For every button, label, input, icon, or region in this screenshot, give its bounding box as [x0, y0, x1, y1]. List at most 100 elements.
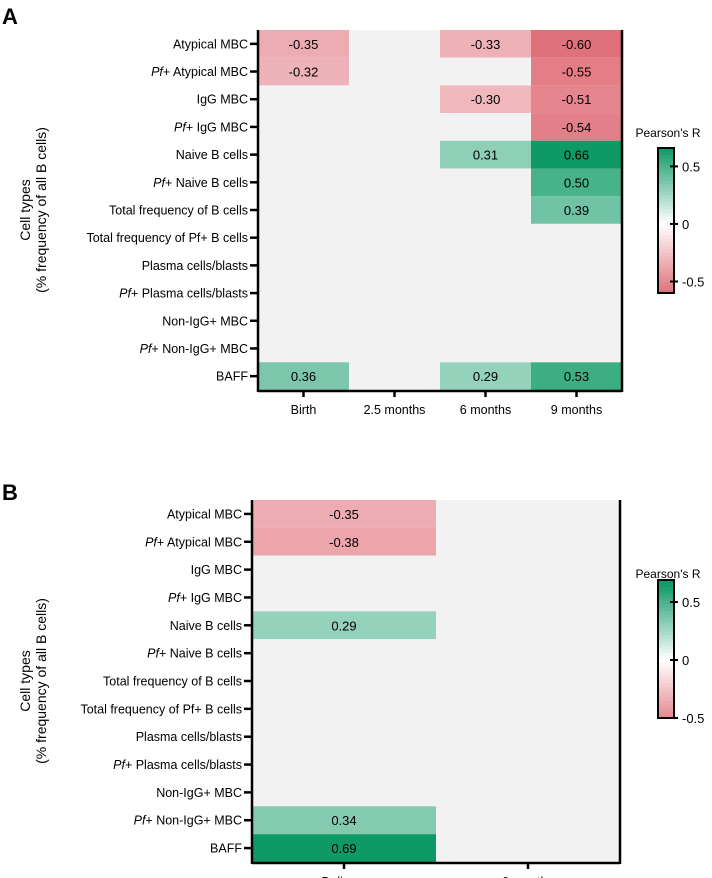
- colorbar-segment: [658, 151, 674, 156]
- heatmap-cell: [440, 334, 531, 363]
- heatmap-cell: [436, 500, 620, 528]
- colorbar-segment: [658, 604, 674, 609]
- colorbar-tick-label: -0.5: [682, 711, 704, 726]
- colorbar-segment: [658, 659, 674, 664]
- colorbar-segment: [658, 707, 674, 712]
- cell-value-label: 0.36: [291, 369, 316, 384]
- cell-value-label: 0.29: [473, 369, 498, 384]
- heatmap-cell: [436, 667, 620, 695]
- heatmap-cell: [252, 722, 436, 751]
- colorbar-segment: [658, 187, 674, 192]
- cell-value-label: -0.30: [471, 92, 501, 107]
- row-label: IgG MBC: [191, 563, 242, 577]
- cell-value-label: 0.50: [564, 175, 589, 190]
- pf-italic: Pf: [174, 120, 187, 134]
- colorbar-tick-label: 0: [682, 653, 689, 668]
- heatmap-cell: [440, 196, 531, 224]
- colorbar-segment: [658, 676, 674, 681]
- colorbar-segment: [658, 202, 674, 207]
- heatmap-cell: [258, 113, 349, 141]
- heatmap-cell: [349, 30, 440, 58]
- heatmap-cell: [349, 251, 440, 280]
- heatmap-cell: [258, 251, 349, 280]
- colorbar-segment: [658, 683, 674, 688]
- heatmap-cell: [252, 555, 436, 584]
- colorbar-segment: [658, 580, 674, 584]
- column-label: Delivery: [321, 875, 367, 878]
- colorbar-segment: [658, 260, 674, 265]
- colorbar-segment: [658, 256, 674, 261]
- cell-value-label: -0.51: [562, 92, 592, 107]
- column-label: 9 months: [551, 403, 602, 417]
- colorbar-segment: [658, 597, 674, 602]
- heatmap-cell: [440, 168, 531, 197]
- colorbar-segment: [658, 590, 674, 595]
- cell-value-label: -0.32: [289, 65, 319, 80]
- row-label: Non-IgG+ MBC: [156, 786, 242, 800]
- colorbar-segment: [658, 264, 674, 269]
- cell-value-label: -0.55: [562, 65, 592, 80]
- colorbar-segment: [658, 649, 674, 653]
- cell-value-label: 0.31: [473, 148, 498, 163]
- heatmap-cell: [440, 362, 531, 390]
- cell-value-label: -0.54: [562, 120, 592, 135]
- pf-italic: Pf: [147, 647, 160, 661]
- row-label: Pf+ Atypical MBC: [145, 535, 242, 549]
- row-label: Pf+ Non-IgG+ MBC: [140, 342, 248, 356]
- heatmap-cell: [349, 140, 440, 169]
- row-label: Pf+ Plasma cells/blasts: [119, 287, 248, 301]
- heatmap-cell: [258, 223, 349, 252]
- heatmap-cell: [436, 639, 620, 668]
- heatmap-cell: [252, 834, 436, 862]
- heatmap-cell: [258, 57, 349, 86]
- y-axis-title: (% frequency of all B cells): [33, 598, 49, 764]
- heatmap-cell: [349, 113, 440, 141]
- heatmap-cell: [440, 113, 531, 141]
- cell-value-label: 0.39: [564, 203, 589, 218]
- row-label: Total frequency of Pf+ B cells: [86, 231, 248, 245]
- colorbar-segment: [658, 642, 674, 647]
- heatmap-cell: [436, 778, 620, 807]
- heatmap-cell: [349, 334, 440, 363]
- row-label: Pf+ IgG MBC: [168, 591, 242, 605]
- heatmap-cell: [258, 168, 349, 197]
- colorbar-segment: [658, 690, 674, 695]
- colorbar-tick-label: 0.5: [682, 159, 700, 174]
- column-label: 2.5 months: [364, 403, 426, 417]
- heatmap-cell: [349, 85, 440, 114]
- colorbar-segment: [658, 621, 674, 626]
- cell-value-label: 0.69: [331, 841, 356, 856]
- heatmap-cell: [252, 583, 436, 612]
- heatmap-cell: [531, 30, 622, 58]
- row-label-rest: + Plasma cells/blasts: [131, 287, 248, 301]
- cell-value-label: -0.38: [329, 535, 359, 550]
- heatmap-cell: [440, 140, 531, 169]
- colorbar-segment: [658, 607, 674, 612]
- heatmap-cell: [531, 279, 622, 307]
- colorbar-segment: [658, 700, 674, 705]
- colorbar-segment: [658, 628, 674, 633]
- heatmap-cell: [258, 140, 349, 169]
- heatmap-cell: [440, 223, 531, 252]
- colorbar-segment: [658, 216, 674, 221]
- row-label: Pf+ Naive B cells: [153, 176, 248, 190]
- colorbar-segment: [658, 148, 674, 153]
- pf-italic: Pf: [113, 758, 126, 772]
- heatmap-cell: [436, 750, 620, 779]
- heatmap-cell: [436, 583, 620, 612]
- row-label: Pf+ Plasma cells/blasts: [113, 758, 242, 772]
- row-label: Atypical MBC: [173, 37, 248, 51]
- colorbar-segment: [658, 177, 674, 182]
- row-label: Total frequency of B cells: [109, 204, 248, 218]
- heatmap-cell: [349, 196, 440, 224]
- cell-value-label: -0.60: [562, 37, 592, 52]
- colorbar-segment: [658, 206, 674, 211]
- y-axis-title: Cell types: [17, 650, 33, 711]
- colorbar-segment: [658, 631, 674, 636]
- heatmap-cell: [436, 806, 620, 835]
- pf-italic: Pf: [119, 287, 132, 301]
- colorbar-segment: [658, 697, 674, 702]
- colorbar-segment: [658, 662, 674, 667]
- colorbar-segment: [658, 680, 674, 684]
